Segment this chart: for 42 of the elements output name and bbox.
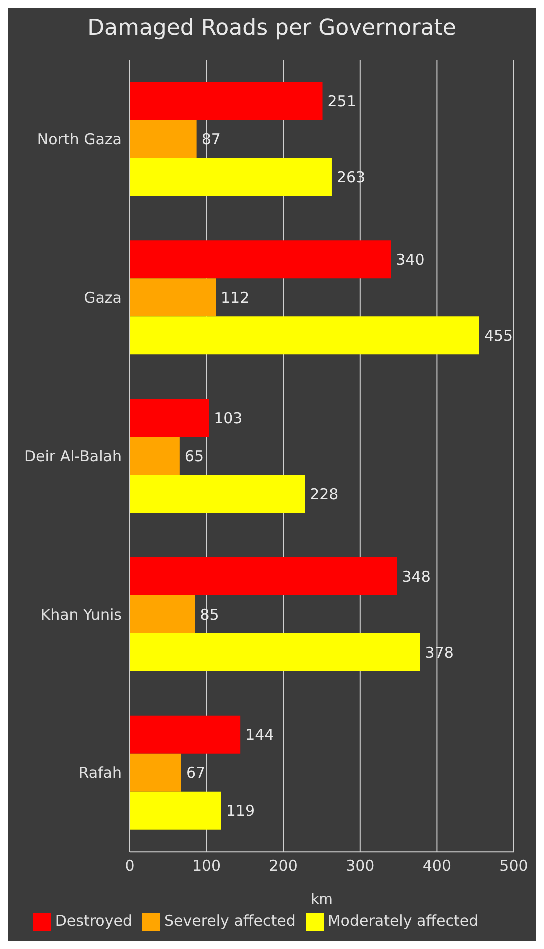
bar (130, 595, 196, 634)
bar (130, 240, 392, 279)
bar (130, 716, 241, 754)
y-tick-label: Gaza (84, 288, 122, 307)
bar (130, 633, 420, 672)
x-tick-label: 300 (346, 856, 375, 875)
y-tick-label: Deir Al-Balah (24, 447, 122, 466)
data-label: 119 (226, 802, 256, 820)
bar (130, 278, 216, 317)
data-label: 112 (221, 288, 250, 307)
bar (130, 557, 398, 596)
bar (130, 82, 323, 120)
data-label: 103 (214, 409, 243, 428)
bar (130, 158, 332, 196)
x-tick-label: 500 (500, 856, 528, 875)
y-tick-label: Rafah (78, 764, 122, 782)
x-tick-label: 200 (269, 856, 298, 875)
bar (130, 120, 197, 158)
data-label: 340 (396, 250, 425, 269)
chart-title: Damaged Roads per Governorate (86, 15, 458, 43)
y-tick-label: Khan Yunis (40, 606, 122, 624)
bar (130, 754, 182, 792)
data-label: 228 (310, 485, 339, 504)
legend-label: Severely affected (164, 912, 296, 930)
legend-label: Destroyed (55, 912, 132, 930)
legend-label: Moderately affected (328, 912, 479, 930)
y-tick-label: North Gaza (37, 130, 122, 149)
bar (130, 437, 180, 476)
data-label: 144 (246, 726, 274, 744)
bar (130, 399, 210, 438)
data-label: 67 (186, 764, 206, 782)
bar (130, 475, 306, 514)
x-tick-label: 100 (192, 856, 222, 875)
data-label: 65 (184, 447, 204, 466)
x-axis-title: km (311, 892, 333, 908)
data-label: 348 (402, 568, 431, 586)
bar (130, 316, 480, 355)
data-label: 455 (484, 326, 514, 345)
x-tick-label: 0 (125, 856, 135, 875)
bar (130, 792, 222, 830)
x-tick-label: 400 (422, 856, 452, 875)
data-label: 251 (328, 92, 356, 111)
